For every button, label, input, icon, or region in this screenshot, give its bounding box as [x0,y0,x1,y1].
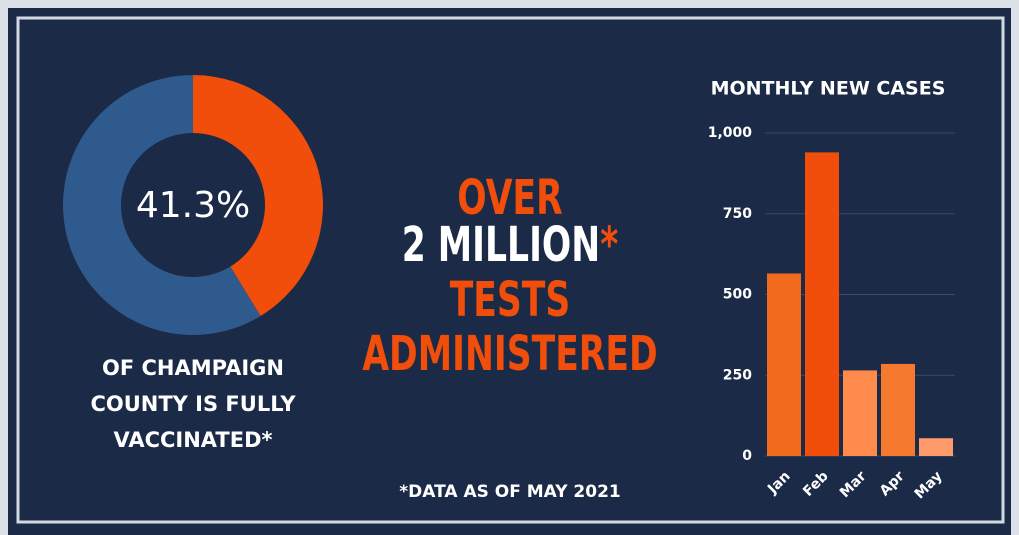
y-tick-label: 1,000 [708,125,753,141]
headline-text: OVER [457,168,562,224]
center-label: 41.3% [136,185,250,226]
headline-line: TESTS [450,270,571,326]
bar [805,152,839,456]
headline-text: 2 MILLION [402,215,600,271]
y-tick-label: 0 [742,448,752,464]
caption: COUNTY IS FULLY [90,392,296,416]
chart-title: MONTHLY NEW CASES [711,78,946,100]
caption: OF CHAMPAIGN [102,356,284,380]
donut-segment [193,75,324,317]
bar [767,273,801,456]
y-tick-label: 250 [723,367,752,383]
y-tick-label: 750 [723,206,752,222]
headline-text: TESTS [450,270,571,326]
donut-segment [63,75,261,335]
bar [919,438,953,456]
headline-line: ADMINISTERED [362,324,657,380]
y-tick-label: 500 [723,287,752,303]
bar [843,370,877,456]
bar [881,363,915,456]
caption: VACCINATED* [114,428,273,452]
footnote: *DATA AS OF MAY 2021 [399,482,620,502]
headline-line: 2 MILLION* [402,215,619,271]
headline-text: ADMINISTERED [362,324,657,380]
headline-line: OVER [457,168,562,224]
headline-text: * [600,215,618,271]
frame [16,16,1005,524]
